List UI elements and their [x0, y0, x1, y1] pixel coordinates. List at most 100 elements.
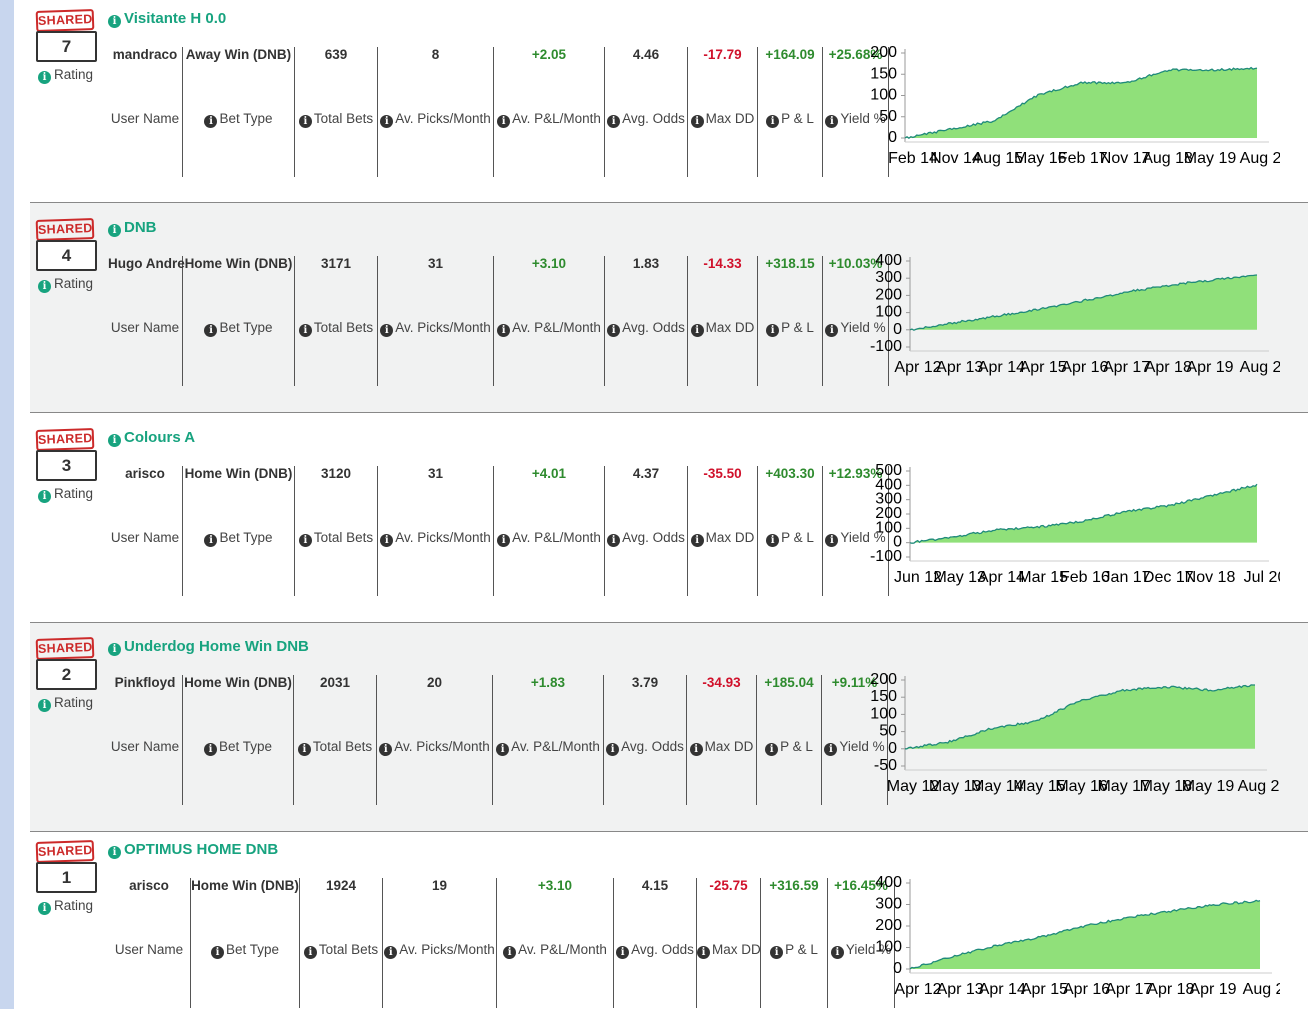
info-icon: i [607, 324, 621, 337]
x-tick-label: May 17 [1097, 778, 1150, 795]
strategy-title[interactable]: Visitante H 0.0 [124, 10, 227, 27]
info-icon: i [380, 115, 394, 128]
stat-label-odds: i Avg. Odds [605, 530, 687, 547]
info-icon: i [203, 743, 217, 756]
x-tick-label: Apr 17 [1105, 981, 1152, 998]
stat-column-total-bets: 2031 i Total Bets [294, 675, 377, 805]
stat-label-text: Max DD [704, 739, 754, 754]
info-icon: i [607, 534, 621, 547]
x-tick-label: Aug 20 [1240, 150, 1280, 167]
x-tick-label: Apr 15 [1021, 981, 1068, 998]
stat-column-user: mandraco User Name [108, 47, 183, 177]
stat-label-text: Max DD [705, 111, 755, 126]
stat-column-odds: 4.15 i Avg. Odds [614, 878, 697, 1008]
stat-column-pnl-month: +3.10 i Av. P&L/Month [497, 878, 614, 1008]
series-line [909, 274, 1258, 331]
series-area [905, 684, 1255, 749]
info-icon: i [38, 699, 51, 712]
info-icon: i [697, 946, 710, 959]
stat-column-pnl-month: +4.01 i Av. P&L/Month [494, 466, 605, 596]
card-divider [30, 412, 1308, 413]
stat-column-pnl-month: +1.83 i Av. P&L/Month [493, 675, 604, 805]
stat-value-pnl: +185.04 [764, 675, 814, 690]
stat-label-text: Yield % [839, 739, 885, 754]
card-divider [30, 202, 1308, 203]
strategy-title-link[interactable]: i Colours A [108, 429, 195, 447]
stat-label-text: Av. Picks/Month [395, 530, 491, 545]
series-line [909, 483, 1258, 544]
strategy-title-link[interactable]: i Underdog Home Win DNB [108, 638, 309, 656]
x-tick-label: Jun 12 [894, 569, 942, 586]
info-icon: i [690, 534, 704, 547]
strategy-title-link[interactable]: i OPTIMUS HOME DNB [108, 841, 278, 859]
stat-column-total-bets: 1924 i Total Bets [300, 878, 383, 1008]
stat-column-bet-type: Home Win (DNB) i Bet Type [191, 878, 300, 1008]
stat-label-bet-type: i Bet Type [183, 111, 294, 128]
y-tick-label: 0 [893, 534, 902, 551]
stat-column-user: Pinkfloyd User Name [108, 675, 183, 805]
info-icon: i [298, 115, 312, 128]
x-tick-label: Mar 15 [1018, 569, 1068, 586]
y-tick-label: 300 [875, 491, 902, 508]
stat-label-text: User Name [110, 111, 180, 126]
strategy-title[interactable]: OPTIMUS HOME DNB [124, 841, 279, 858]
strategy-title-link[interactable]: i Visitante H 0.0 [108, 10, 226, 28]
stat-value-pnl-month: +3.10 [537, 878, 573, 893]
y-tick-label: 100 [870, 87, 897, 104]
x-tick-label: Apr 19 [1186, 359, 1233, 376]
strategy-title[interactable]: Colours A [124, 429, 196, 446]
stat-value-user: Pinkfloyd [114, 675, 176, 690]
stat-label-max-dd: i Max DD [697, 942, 761, 959]
info-icon: i [204, 534, 218, 547]
stat-value-pnl: +164.09 [765, 47, 815, 62]
x-tick-label: Apr 15 [1020, 359, 1067, 376]
y-tick-label: 50 [879, 108, 897, 125]
stat-value-picks: 31 [427, 256, 444, 271]
stat-column-pnl: +185.04 i P & L [757, 675, 822, 805]
card-divider [30, 622, 1308, 623]
x-tick-label: May 19 [1182, 778, 1235, 795]
x-tick-label: Apr 14 [979, 981, 1026, 998]
stat-column-odds: 3.79 i Avg. Odds [604, 675, 687, 805]
series-area [910, 484, 1257, 544]
strategy-title-link[interactable]: i DNB [108, 219, 157, 237]
stat-column-max-dd: -25.75 i Max DD [697, 878, 761, 1008]
stat-label-text: User Name [110, 739, 180, 754]
stat-label-pnl-month: i Av. P&L/Month [494, 111, 604, 128]
stat-column-pnl-month: +2.05 i Av. P&L/Month [494, 47, 605, 177]
strategy-title[interactable]: DNB [124, 219, 157, 236]
info-icon: i [108, 224, 121, 237]
x-tick-label: May 13 [933, 569, 986, 586]
stat-label-pnl-month: i Av. P&L/Month [494, 320, 604, 337]
info-icon: i [690, 324, 704, 337]
stat-value-max-dd: -14.33 [703, 256, 742, 271]
rating-value: 1 [36, 862, 97, 893]
rating-label-text: Rating [54, 898, 94, 913]
stat-value-max-dd: -17.79 [703, 47, 742, 62]
stat-column-yield: +9.11% i Yield % [822, 675, 888, 805]
info-icon: i [204, 115, 218, 128]
stat-label-yield: i Yield % [828, 942, 894, 959]
x-tick-label: Aug 20 [1238, 778, 1280, 795]
stat-label-pnl-month: i Av. P&L/Month [494, 530, 604, 547]
x-tick-label: Feb 17 [1058, 150, 1108, 167]
stat-value-picks: 19 [431, 878, 448, 893]
stat-label-text: Av. Picks/Month [395, 320, 491, 335]
series-area [905, 67, 1257, 139]
stat-label-text: Bet Type [219, 530, 273, 545]
y-tick-label: 400 [875, 476, 902, 493]
stat-column-yield: +25.68% i Yield % [823, 47, 889, 177]
stat-label-total-bets: i Total Bets [295, 320, 377, 337]
y-tick-label: 100 [875, 519, 902, 536]
shared-badge: SHARED [35, 427, 95, 452]
rating-value: 7 [36, 31, 97, 62]
stat-column-yield: +16.45% i Yield % [828, 878, 895, 1008]
strategy-title[interactable]: Underdog Home Win DNB [124, 638, 309, 655]
stat-value-yield: +10.03% [828, 256, 883, 271]
stat-value-yield: +25.68% [828, 47, 883, 62]
x-tick-label: Apr 18 [1145, 359, 1192, 376]
